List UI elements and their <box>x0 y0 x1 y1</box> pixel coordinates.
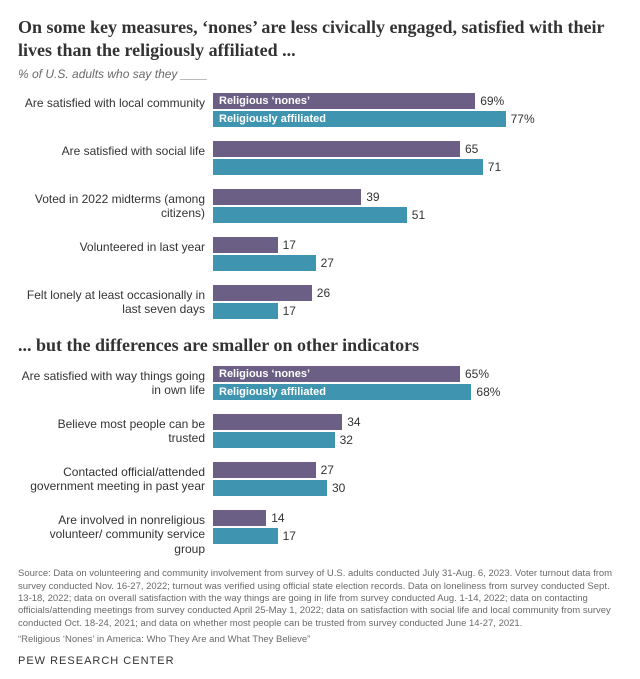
value-affiliated: 32 <box>335 433 353 447</box>
category-label: Are satisfied with social life <box>18 141 213 158</box>
bar-affiliated: Religiously affiliated <box>213 111 506 127</box>
legend-affiliated: Religiously affiliated <box>213 113 326 125</box>
bar-nones <box>213 414 342 430</box>
bar-pair: Religious ‘nones’ 65% Religiously affiliat… <box>213 366 622 402</box>
value-nones: 65 <box>460 142 478 156</box>
bar-nones <box>213 189 361 205</box>
footer-attribution: PEW RESEARCH CENTER <box>18 655 622 667</box>
report-title: “Religious ‘Nones’ in America: Who They … <box>18 634 622 645</box>
bar-nones <box>213 462 316 478</box>
chart-row: Believe most people can be trusted3432 <box>18 414 622 450</box>
chart-section-2: Are satisfied with way things going in o… <box>18 366 622 556</box>
legend-affiliated: Religiously affiliated <box>213 386 326 398</box>
bar-affiliated <box>213 303 278 319</box>
bar-pair: 26 17 <box>213 285 622 321</box>
bar-pair: Religious ‘nones’ 69% Religiously affiliat… <box>213 93 622 129</box>
bar-nones: Religious ‘nones’ <box>213 93 475 109</box>
legend-nones: Religious ‘nones’ <box>213 95 310 107</box>
category-label: Believe most people can be trusted <box>18 414 213 446</box>
category-label: Felt lonely at least occasionally in las… <box>18 285 213 317</box>
bar-pair: 3432 <box>213 414 622 450</box>
chart-section-1: Are satisfied with local communityReligi… <box>18 93 622 321</box>
value-affiliated: 27 <box>316 256 334 270</box>
chart-row: Volunteered in last year1727 <box>18 237 622 273</box>
chart-title-2: ... but the differences are smaller on o… <box>18 335 622 356</box>
value-affiliated: 71 <box>483 160 501 174</box>
chart-row: Contacted official/attended government m… <box>18 462 622 498</box>
value-affiliated: 17 <box>278 304 296 318</box>
chart-row: Are involved in nonreligious volunteer/ … <box>18 510 622 556</box>
bar-affiliated <box>213 480 327 496</box>
category-label: Voted in 2022 midterms (among citizens) <box>18 189 213 221</box>
bar-affiliated <box>213 528 278 544</box>
category-label: Contacted official/attended government m… <box>18 462 213 494</box>
value-affiliated: 17 <box>278 529 296 543</box>
category-label: Volunteered in last year <box>18 237 213 254</box>
bar-affiliated <box>213 432 335 448</box>
value-nones: 26 <box>312 286 330 300</box>
chart-row: Are satisfied with social life 65 71 <box>18 141 622 177</box>
chart-subtitle: % of U.S. adults who say they ____ <box>18 67 622 81</box>
chart-row: Felt lonely at least occasionally in las… <box>18 285 622 321</box>
category-label: Are satisfied with local community <box>18 93 213 110</box>
value-nones: 39 <box>361 190 379 204</box>
chart-row: Are satisfied with way things going in o… <box>18 366 622 402</box>
bar-nones <box>213 285 312 301</box>
value-nones: 17 <box>278 238 296 252</box>
bar-pair: 39 51 <box>213 189 622 225</box>
value-affiliated: 68% <box>471 385 500 399</box>
category-label: Are involved in nonreligious volunteer/ … <box>18 510 213 556</box>
chart-row: Are satisfied with local communityReligi… <box>18 93 622 129</box>
bar-pair: 1417 <box>213 510 622 546</box>
category-label: Are satisfied with way things going in o… <box>18 366 213 398</box>
source-note: Source: Data on volunteering and communi… <box>18 568 622 630</box>
value-affiliated: 77% <box>506 112 535 126</box>
value-nones: 69% <box>475 94 504 108</box>
value-nones: 34 <box>342 415 360 429</box>
bar-affiliated <box>213 255 316 271</box>
bar-affiliated: Religiously affiliated <box>213 384 471 400</box>
value-affiliated: 51 <box>407 208 425 222</box>
bar-pair: 2730 <box>213 462 622 498</box>
value-nones: 65% <box>460 367 489 381</box>
bar-nones <box>213 510 266 526</box>
bar-nones <box>213 237 278 253</box>
bar-affiliated <box>213 159 483 175</box>
bar-nones: Religious ‘nones’ <box>213 366 460 382</box>
bar-affiliated <box>213 207 407 223</box>
bar-pair: 1727 <box>213 237 622 273</box>
value-affiliated: 30 <box>327 481 345 495</box>
chart-row: Voted in 2022 midterms (among citizens)3… <box>18 189 622 225</box>
legend-nones: Religious ‘nones’ <box>213 368 310 380</box>
value-nones: 14 <box>266 511 284 525</box>
value-nones: 27 <box>316 463 334 477</box>
bar-pair: 65 71 <box>213 141 622 177</box>
chart-title-1: On some key measures, ‘nones’ are less c… <box>18 16 622 61</box>
bar-nones <box>213 141 460 157</box>
